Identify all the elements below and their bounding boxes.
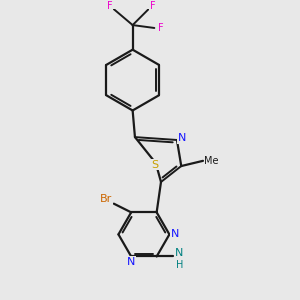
Text: H: H xyxy=(176,260,183,270)
Text: S: S xyxy=(151,160,158,170)
Text: N: N xyxy=(178,133,186,143)
Text: N: N xyxy=(170,230,179,239)
Text: N: N xyxy=(127,257,135,267)
Text: F: F xyxy=(107,1,112,11)
Text: N: N xyxy=(175,248,184,258)
Text: F: F xyxy=(150,1,156,11)
Text: F: F xyxy=(158,23,164,33)
Text: Me: Me xyxy=(204,156,219,166)
Text: Br: Br xyxy=(100,194,112,204)
